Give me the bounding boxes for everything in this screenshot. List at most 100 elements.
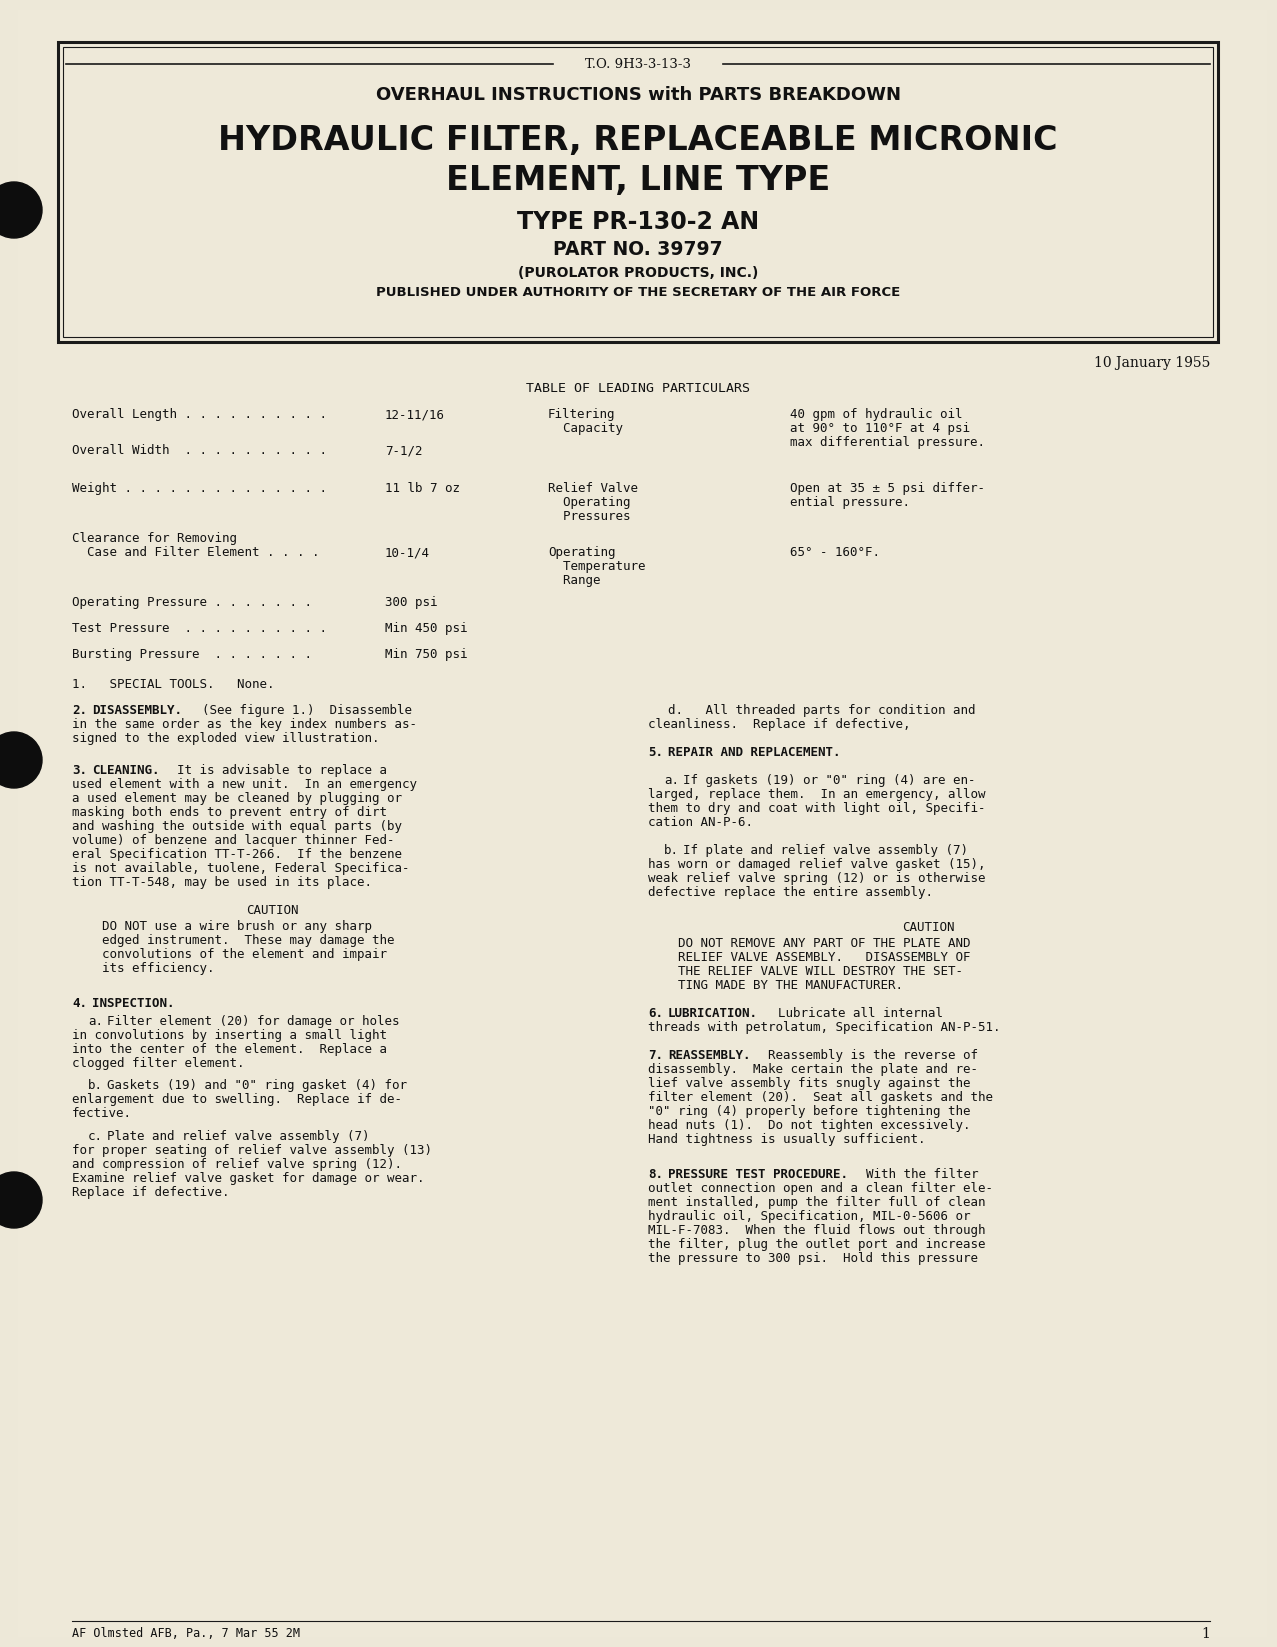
- Text: (PUROLATOR PRODUCTS, INC.): (PUROLATOR PRODUCTS, INC.): [517, 267, 759, 280]
- Text: LUBRICATION.: LUBRICATION.: [668, 1006, 759, 1019]
- Text: Bursting Pressure  . . . . . . .: Bursting Pressure . . . . . . .: [72, 647, 312, 660]
- Text: DISASSEMBLY.: DISASSEMBLY.: [92, 703, 183, 716]
- Text: Weight . . . . . . . . . . . . . .: Weight . . . . . . . . . . . . . .: [72, 483, 327, 496]
- Text: 12-11/16: 12-11/16: [384, 408, 444, 422]
- Text: Temperature: Temperature: [548, 560, 645, 573]
- Text: Range: Range: [548, 575, 600, 586]
- Text: 6.: 6.: [647, 1006, 663, 1019]
- Text: threads with petrolatum, Specification AN-P-51.: threads with petrolatum, Specification A…: [647, 1021, 1000, 1034]
- Text: its efficiency.: its efficiency.: [102, 962, 215, 975]
- Text: ment installed, pump the filter full of clean: ment installed, pump the filter full of …: [647, 1196, 986, 1209]
- Text: Min 450 psi: Min 450 psi: [384, 623, 467, 636]
- Text: Pressures: Pressures: [548, 511, 631, 524]
- Text: outlet connection open and a clean filter ele-: outlet connection open and a clean filte…: [647, 1183, 994, 1196]
- Text: edged instrument.  These may damage the: edged instrument. These may damage the: [102, 934, 395, 947]
- Text: 11 lb 7 oz: 11 lb 7 oz: [384, 483, 460, 496]
- Text: 7-1/2: 7-1/2: [384, 445, 423, 456]
- Text: INSPECTION.: INSPECTION.: [92, 996, 175, 1010]
- Text: Capacity: Capacity: [548, 422, 623, 435]
- Text: enlargement due to swelling.  Replace if de-: enlargement due to swelling. Replace if …: [72, 1094, 402, 1107]
- Text: a.: a.: [664, 774, 679, 787]
- Text: REASSEMBLY.: REASSEMBLY.: [668, 1049, 751, 1062]
- Text: DO NOT use a wire brush or any sharp: DO NOT use a wire brush or any sharp: [102, 921, 372, 932]
- Circle shape: [0, 731, 42, 787]
- Text: Lubricate all internal: Lubricate all internal: [762, 1006, 942, 1019]
- Text: and compression of relief valve spring (12).: and compression of relief valve spring (…: [72, 1158, 402, 1171]
- Text: DO NOT REMOVE ANY PART OF THE PLATE AND: DO NOT REMOVE ANY PART OF THE PLATE AND: [678, 937, 971, 950]
- Text: CAUTION: CAUTION: [245, 904, 299, 917]
- Text: ential pressure.: ential pressure.: [790, 496, 911, 509]
- Text: THE RELIEF VALVE WILL DESTROY THE SET-: THE RELIEF VALVE WILL DESTROY THE SET-: [678, 965, 963, 978]
- Text: HYDRAULIC FILTER, REPLACEABLE MICRONIC: HYDRAULIC FILTER, REPLACEABLE MICRONIC: [218, 124, 1057, 156]
- Text: used element with a new unit.  In an emergency: used element with a new unit. In an emer…: [72, 777, 418, 791]
- Text: 1.   SPECIAL TOOLS.   None.: 1. SPECIAL TOOLS. None.: [72, 679, 275, 692]
- Text: (See figure 1.)  Disassemble: (See figure 1.) Disassemble: [186, 703, 412, 716]
- Text: 7.: 7.: [647, 1049, 663, 1062]
- Text: Test Pressure  . . . . . . . . . .: Test Pressure . . . . . . . . . .: [72, 623, 327, 636]
- Text: MIL-F-7083.  When the fluid flows out through: MIL-F-7083. When the fluid flows out thr…: [647, 1224, 986, 1237]
- Text: 2.: 2.: [72, 703, 87, 716]
- Text: 10-1/4: 10-1/4: [384, 547, 430, 558]
- Text: It is advisable to replace a: It is advisable to replace a: [162, 764, 387, 777]
- Text: clogged filter element.: clogged filter element.: [72, 1057, 244, 1071]
- Text: for proper seating of relief valve assembly (13): for proper seating of relief valve assem…: [72, 1143, 432, 1156]
- Text: masking both ends to prevent entry of dirt: masking both ends to prevent entry of di…: [72, 805, 387, 819]
- Text: eral Specification TT-T-266.  If the benzene: eral Specification TT-T-266. If the benz…: [72, 848, 402, 861]
- Text: fective.: fective.: [72, 1107, 132, 1120]
- Text: cation AN-P-6.: cation AN-P-6.: [647, 815, 753, 828]
- Text: T.O. 9H3-3-13-3: T.O. 9H3-3-13-3: [585, 59, 691, 71]
- Text: in convolutions by inserting a small light: in convolutions by inserting a small lig…: [72, 1029, 387, 1043]
- Bar: [63, 48, 1213, 338]
- Text: Examine relief valve gasket for damage or wear.: Examine relief valve gasket for damage o…: [72, 1171, 424, 1184]
- Text: ELEMENT, LINE TYPE: ELEMENT, LINE TYPE: [446, 165, 830, 198]
- Text: AF Olmsted AFB, Pa., 7 Mar 55 2M: AF Olmsted AFB, Pa., 7 Mar 55 2M: [72, 1627, 300, 1640]
- Text: REPAIR AND REPLACEMENT.: REPAIR AND REPLACEMENT.: [668, 746, 840, 759]
- Text: CAUTION: CAUTION: [902, 921, 954, 934]
- Text: 40 gpm of hydraulic oil: 40 gpm of hydraulic oil: [790, 408, 963, 422]
- Text: Filter element (20) for damage or holes: Filter element (20) for damage or holes: [107, 1015, 400, 1028]
- Text: b.: b.: [88, 1079, 103, 1092]
- Text: Plate and relief valve assembly (7): Plate and relief valve assembly (7): [107, 1130, 369, 1143]
- Text: CLEANING.: CLEANING.: [92, 764, 160, 777]
- Text: PUBLISHED UNDER AUTHORITY OF THE SECRETARY OF THE AIR FORCE: PUBLISHED UNDER AUTHORITY OF THE SECRETA…: [375, 287, 900, 300]
- Text: the pressure to 300 psi.  Hold this pressure: the pressure to 300 psi. Hold this press…: [647, 1252, 978, 1265]
- Text: "0" ring (4) properly before tightening the: "0" ring (4) properly before tightening …: [647, 1105, 971, 1118]
- Text: larged, replace them.  In an emergency, allow: larged, replace them. In an emergency, a…: [647, 787, 986, 800]
- Text: disassembly.  Make certain the plate and re-: disassembly. Make certain the plate and …: [647, 1062, 978, 1075]
- Text: and washing the outside with equal parts (by: and washing the outside with equal parts…: [72, 820, 402, 833]
- Text: Relief Valve: Relief Valve: [548, 483, 638, 496]
- Text: filter element (20).  Seat all gaskets and the: filter element (20). Seat all gaskets an…: [647, 1090, 994, 1103]
- Text: into the center of the element.  Replace a: into the center of the element. Replace …: [72, 1043, 387, 1056]
- Text: Overall Width  . . . . . . . . . .: Overall Width . . . . . . . . . .: [72, 445, 327, 456]
- Text: Open at 35 ± 5 psi differ-: Open at 35 ± 5 psi differ-: [790, 483, 985, 496]
- Text: Filtering: Filtering: [548, 408, 616, 422]
- Text: the filter, plug the outlet port and increase: the filter, plug the outlet port and inc…: [647, 1239, 986, 1252]
- Text: 5.: 5.: [647, 746, 663, 759]
- Text: Operating Pressure . . . . . . .: Operating Pressure . . . . . . .: [72, 596, 312, 609]
- Text: If plate and relief valve assembly (7): If plate and relief valve assembly (7): [683, 843, 968, 856]
- Text: TING MADE BY THE MANUFACTURER.: TING MADE BY THE MANUFACTURER.: [678, 978, 903, 991]
- Text: 65° - 160°F.: 65° - 160°F.: [790, 547, 880, 558]
- Text: hydraulic oil, Specification, MIL-0-5606 or: hydraulic oil, Specification, MIL-0-5606…: [647, 1211, 971, 1224]
- Text: OVERHAUL INSTRUCTIONS with PARTS BREAKDOWN: OVERHAUL INSTRUCTIONS with PARTS BREAKDO…: [375, 86, 900, 104]
- Text: Reassembly is the reverse of: Reassembly is the reverse of: [753, 1049, 978, 1062]
- Text: Case and Filter Element . . . .: Case and Filter Element . . . .: [72, 547, 319, 558]
- Text: them to dry and coat with light oil, Specifi-: them to dry and coat with light oil, Spe…: [647, 802, 986, 815]
- Text: defective replace the entire assembly.: defective replace the entire assembly.: [647, 886, 933, 899]
- Text: head nuts (1).  Do not tighten excessively.: head nuts (1). Do not tighten excessivel…: [647, 1118, 971, 1131]
- Text: TABLE OF LEADING PARTICULARS: TABLE OF LEADING PARTICULARS: [526, 382, 750, 395]
- Text: c.: c.: [88, 1130, 103, 1143]
- Text: PRESSURE TEST PROCEDURE.: PRESSURE TEST PROCEDURE.: [668, 1168, 848, 1181]
- Text: Overall Length . . . . . . . . . .: Overall Length . . . . . . . . . .: [72, 408, 327, 422]
- Text: 10 January 1955: 10 January 1955: [1093, 356, 1211, 371]
- Text: 8.: 8.: [647, 1168, 663, 1181]
- Text: Clearance for Removing: Clearance for Removing: [72, 532, 238, 545]
- Text: weak relief valve spring (12) or is otherwise: weak relief valve spring (12) or is othe…: [647, 871, 986, 884]
- Text: lief valve assembly fits snugly against the: lief valve assembly fits snugly against …: [647, 1077, 971, 1090]
- Text: b.: b.: [664, 843, 679, 856]
- Text: 4.: 4.: [72, 996, 87, 1010]
- Text: volume) of benzene and lacquer thinner Fed-: volume) of benzene and lacquer thinner F…: [72, 833, 395, 847]
- Text: in the same order as the key index numbers as-: in the same order as the key index numbe…: [72, 718, 418, 731]
- Text: a used element may be cleaned by plugging or: a used element may be cleaned by pluggin…: [72, 792, 402, 805]
- Text: 300 psi: 300 psi: [384, 596, 438, 609]
